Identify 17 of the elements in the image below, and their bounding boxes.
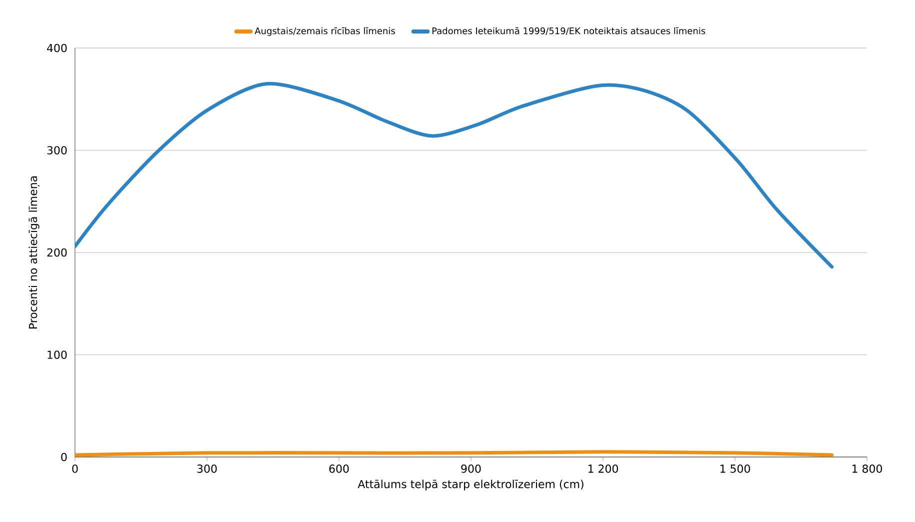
y-tick-label: 200 — [47, 248, 67, 257]
y-tick-label: 100 — [48, 350, 67, 359]
line-series — [75, 82, 834, 269]
x-tick-label: 900 — [461, 464, 481, 473]
legend-label: Padomes Ieteikumā 1999/519/EK noteiktais atsauces līmenis — [432, 27, 706, 35]
x-axis-title: Attālums telpā starp elektrolīzeriem (cm) — [358, 480, 584, 490]
x-tick-label: 1 800 — [852, 464, 882, 473]
y-tick-label: 400 — [47, 44, 67, 52]
y-tick-label: 300 — [47, 146, 67, 154]
y-axis-title: Procenti no attiecīgā līmeņa — [28, 176, 40, 328]
legend-label: Augstais/zemais rīcības līmenis — [254, 27, 395, 36]
x-tick-label: 300 — [197, 464, 217, 473]
x-tick-label: 0 — [72, 464, 78, 473]
x-tick-label: 1 200 — [588, 464, 618, 473]
x-tick-label: 600 — [329, 464, 349, 473]
y-tick-label: 0 — [61, 452, 67, 462]
x-tick-label: 1 500 — [720, 464, 750, 473]
